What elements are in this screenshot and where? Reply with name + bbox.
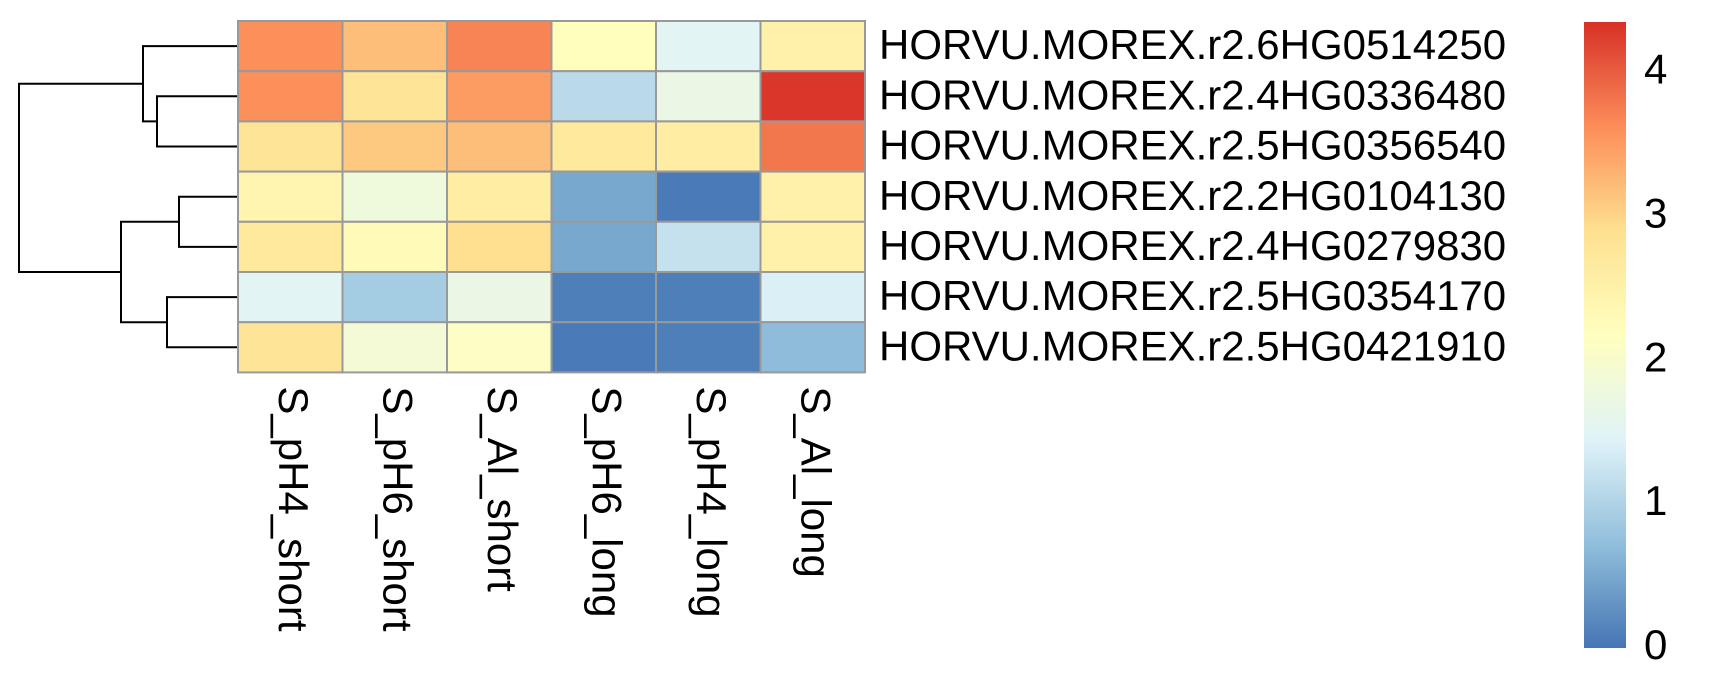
row-label: HORVU.MOREX.r2.5HG0421910 <box>879 322 1506 369</box>
column-label: S_Al_long <box>793 386 840 577</box>
heatmap-cell <box>759 70 866 123</box>
heatmap-cell <box>550 120 657 173</box>
colorbar-tick-label: 0 <box>1644 621 1667 668</box>
heatmap-cell <box>446 271 553 324</box>
heatmap-cell <box>759 321 866 374</box>
row-label: HORVU.MOREX.r2.2HG0104130 <box>879 172 1506 219</box>
heatmap-cell <box>446 170 553 223</box>
heatmap-cell <box>759 220 866 274</box>
heatmap-cell <box>237 271 344 324</box>
row-label: HORVU.MOREX.r2.5HG0354170 <box>879 272 1506 319</box>
heatmap-cell <box>341 120 448 173</box>
heatmap-cell <box>341 170 448 223</box>
heatmap-cell <box>655 170 762 223</box>
heatmap-cell <box>655 271 762 324</box>
heatmap-cell <box>655 321 762 374</box>
heatmap-cell <box>341 321 448 374</box>
heatmap-cell <box>341 220 448 274</box>
heatmap-cell <box>550 70 657 123</box>
heatmap-cell <box>341 271 448 324</box>
heatmap-cell <box>759 170 866 223</box>
heatmap-cell <box>655 20 762 73</box>
column-label: S_pH4_short <box>270 386 317 631</box>
heatmap-cell <box>759 20 866 73</box>
heatmap-cell <box>341 70 448 123</box>
heatmap-cell <box>759 271 866 324</box>
column-label: S_pH6_short <box>375 386 422 631</box>
colorbar-tick-label: 4 <box>1644 45 1667 92</box>
heatmap-cell <box>446 220 553 274</box>
heatmap-cell <box>446 20 553 73</box>
heatmap-cell <box>550 271 657 324</box>
heatmap-cell <box>550 220 657 274</box>
dendrogram <box>18 45 238 349</box>
column-label: S_pH6_long <box>584 386 631 617</box>
colorbar <box>1584 22 1626 648</box>
row-label: HORVU.MOREX.r2.5HG0356540 <box>879 122 1506 169</box>
colorbar-tick-label: 1 <box>1644 477 1667 524</box>
colorbar-tick-label: 2 <box>1644 333 1667 380</box>
row-label: HORVU.MOREX.r2.6HG0514250 <box>879 21 1506 68</box>
heatmap-cell <box>655 220 762 274</box>
heatmap-cell <box>237 321 344 374</box>
heatmap-cell <box>759 120 866 173</box>
row-label: HORVU.MOREX.r2.4HG0279830 <box>879 222 1506 269</box>
column-label: S_Al_short <box>479 386 526 592</box>
row-label: HORVU.MOREX.r2.4HG0336480 <box>879 71 1506 118</box>
heatmap-cell <box>237 70 344 123</box>
heatmap-cell <box>550 321 657 374</box>
heatmap-cell <box>446 120 553 173</box>
heatmap-cell <box>237 220 344 274</box>
colorbar-tick-label: 3 <box>1644 189 1667 236</box>
heatmap-cell <box>237 170 344 223</box>
heatmap-cell <box>341 20 448 73</box>
column-label: S_pH4_long <box>688 386 735 617</box>
heatmap-cell <box>237 120 344 173</box>
heatmap-cell <box>237 20 344 73</box>
heatmap-cell <box>446 70 553 123</box>
heatmap-cell <box>655 70 762 123</box>
heatmap-cell <box>655 120 762 173</box>
heatmap-cell <box>446 321 553 374</box>
heatmap-cell <box>550 20 657 73</box>
heatmap-cell <box>550 170 657 223</box>
